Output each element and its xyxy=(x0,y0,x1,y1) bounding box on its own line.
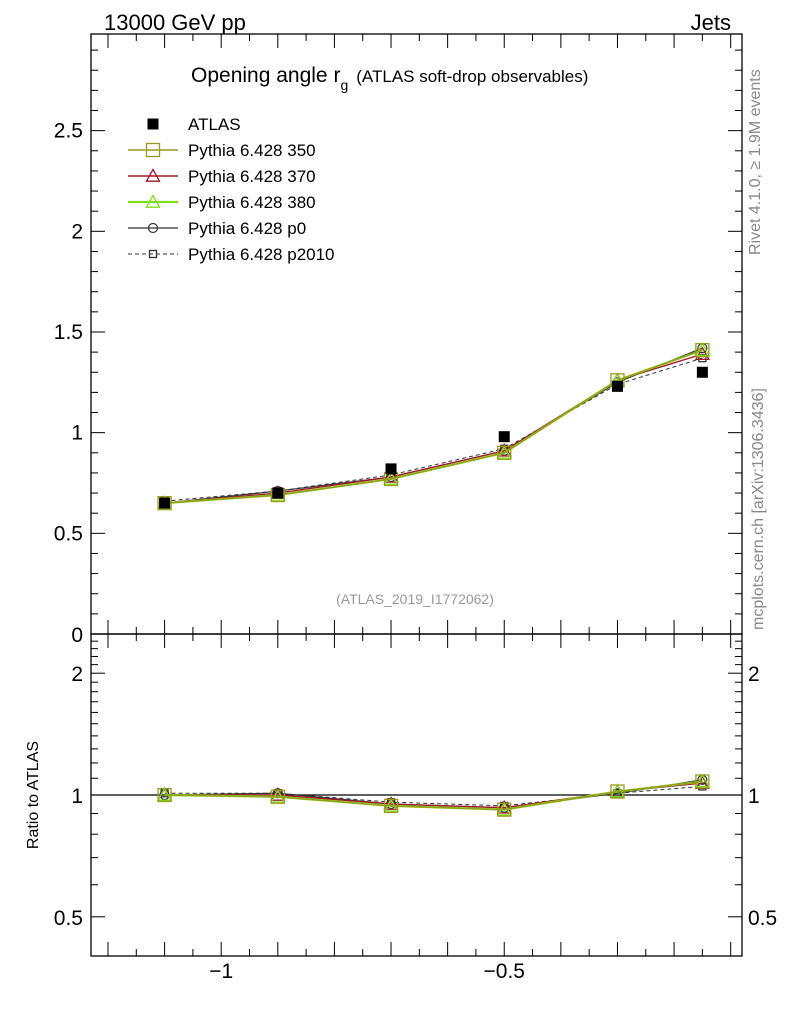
series-line-p380 xyxy=(164,349,703,505)
ratio-line-p350 xyxy=(164,780,703,811)
ratio-y-tick-label-left: 1 xyxy=(71,785,83,808)
data-point-p350 xyxy=(695,342,710,358)
ratio-point-p350 xyxy=(157,787,172,803)
data-point-atlas xyxy=(385,463,397,475)
legend-marker-p380 xyxy=(145,194,161,208)
data-point-p350 xyxy=(157,495,172,511)
x-tick-label: −1 xyxy=(209,960,233,983)
ratio-point-p370 xyxy=(383,796,399,810)
chart-title: Opening angle rg (ATLAS soft-drop observa… xyxy=(191,64,588,93)
ratio-y-tick-label-left: 2 xyxy=(71,663,83,686)
ratio-point-p370 xyxy=(270,787,286,801)
data-point-p380 xyxy=(694,342,710,356)
ratio-y-axis-label: Ratio to ATLAS xyxy=(25,741,42,849)
data-point-p370 xyxy=(383,469,399,483)
legend-marker-p0 xyxy=(147,222,159,234)
data-point-p370 xyxy=(694,346,710,360)
ratio-y-tick-label-right: 2 xyxy=(748,663,760,686)
series-line-p370 xyxy=(164,353,703,504)
chart-title-subscript: g xyxy=(340,77,348,93)
analysis-watermark: (ATLAS_2019_I1772062) xyxy=(336,591,494,607)
ratio-panel-frame xyxy=(90,633,743,957)
legend-label-p370: Pythia 6.428 370 xyxy=(188,167,316,186)
y-tick-label: 1.5 xyxy=(54,321,83,344)
y-tick-label: 2.5 xyxy=(54,120,83,143)
ratio-y-tick-label-left: 0.5 xyxy=(54,907,83,930)
ratio-point-p350 xyxy=(695,774,710,789)
ratio-point-p380 xyxy=(694,773,710,788)
legend: ATLAS Pythia 6.428 350 Pythia 6.428 370 Pyt… xyxy=(128,115,335,264)
mcplots-label: mcplots.cern.ch [arXiv:1306.3436] xyxy=(750,388,767,630)
y-tick-label-zero: 0 xyxy=(71,624,83,647)
ratio-panel-ticks: −1 −0.5 0.5 0.5 1 1 2 2 xyxy=(54,633,777,983)
x-tick-label: −0.5 xyxy=(484,960,525,983)
ratio-panel-series xyxy=(156,773,710,817)
data-point-atlas xyxy=(498,431,510,443)
chart-title-main: Opening angle r xyxy=(191,64,340,87)
y-tick-label: 1 xyxy=(71,422,83,445)
ratio-point-p380 xyxy=(156,787,173,801)
data-point-p350 xyxy=(497,445,512,460)
legend-label-p0: Pythia 6.428 p0 xyxy=(188,219,306,238)
data-point-atlas xyxy=(159,497,171,509)
ratio-point-p350 xyxy=(497,802,512,817)
legend-label-p350: Pythia 6.428 350 xyxy=(188,141,316,160)
chart-title-paren: (ATLAS soft-drop observables) xyxy=(356,67,588,86)
data-point-p380 xyxy=(496,444,512,459)
legend-marker-p2010 xyxy=(148,249,158,259)
header-energy-label: 13000 GeV pp xyxy=(104,10,246,35)
data-point-atlas xyxy=(611,380,623,392)
ratio-point-p350 xyxy=(383,798,399,814)
series-line-p350 xyxy=(164,349,703,504)
legend-label-atlas: ATLAS xyxy=(188,115,241,134)
y-tick-label: 2 xyxy=(71,220,83,243)
ratio-y-tick-label-right: 1 xyxy=(748,785,760,808)
ratio-point-p350 xyxy=(270,789,285,804)
ratio-point-p370 xyxy=(496,799,512,814)
rivet-version-label: Rivet 4.1.0, ≥ 1.9M events xyxy=(747,69,764,255)
legend-label-p2010: Pythia 6.428 p2010 xyxy=(188,245,335,264)
legend-marker-p350 xyxy=(145,142,161,158)
ratio-y-tick-label-right: 0.5 xyxy=(748,907,777,930)
y-tick-label: 0.5 xyxy=(54,522,83,545)
header-process-label: Jets xyxy=(691,10,731,35)
ratio-point-p350 xyxy=(610,784,625,799)
data-point-atlas xyxy=(272,487,284,499)
legend-marker-p370 xyxy=(145,168,161,182)
main-panel-series xyxy=(156,342,710,511)
legend-marker-atlas xyxy=(147,118,159,130)
legend-label-p380: Pythia 6.428 380 xyxy=(188,193,316,212)
data-point-atlas xyxy=(696,366,708,378)
main-panel-ticks: 0.5 1 1.5 2 2.5 0 xyxy=(54,34,742,647)
series-line-p0 xyxy=(164,347,703,504)
